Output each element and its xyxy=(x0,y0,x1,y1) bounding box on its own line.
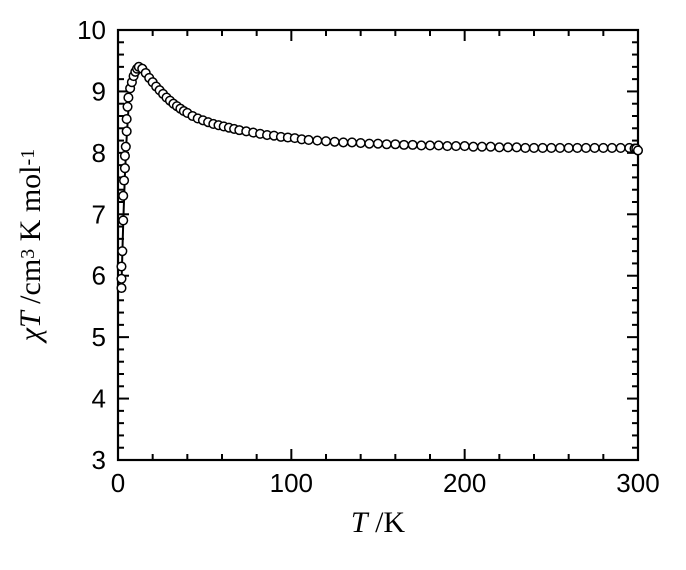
data-point xyxy=(460,142,469,151)
x-tick-label: 300 xyxy=(616,468,659,498)
data-point xyxy=(118,247,127,256)
data-point xyxy=(391,140,400,149)
data-point xyxy=(616,144,625,153)
data-point xyxy=(123,102,132,111)
data-point xyxy=(124,93,133,102)
data-point xyxy=(582,144,591,153)
data-point xyxy=(452,142,461,151)
x-tick-label: 200 xyxy=(443,468,486,498)
data-point xyxy=(417,141,426,150)
y-tick-label: 9 xyxy=(92,76,106,106)
data-point xyxy=(382,140,391,149)
x-tick-label: 0 xyxy=(111,468,125,498)
data-point xyxy=(521,144,530,153)
data-point xyxy=(117,274,126,283)
data-point xyxy=(512,143,521,152)
y-axis-label: χT /cm3 K mol-1 xyxy=(14,149,47,344)
data-point xyxy=(538,144,547,153)
y-tick-label: 10 xyxy=(77,15,106,45)
data-point xyxy=(634,146,643,155)
data-point xyxy=(469,142,478,151)
data-point xyxy=(443,142,452,151)
data-point xyxy=(348,138,357,147)
data-point xyxy=(374,139,383,148)
y-tick-label: 4 xyxy=(92,384,106,414)
data-point xyxy=(122,142,131,151)
data-point xyxy=(313,136,322,145)
data-point xyxy=(530,144,539,153)
data-point xyxy=(339,138,348,147)
y-tick-label: 7 xyxy=(92,199,106,229)
data-point xyxy=(330,138,339,147)
data-point xyxy=(117,262,126,271)
y-tick-label: 6 xyxy=(92,261,106,291)
data-point xyxy=(599,144,608,153)
data-point xyxy=(117,284,126,293)
y-tick-label: 8 xyxy=(92,138,106,168)
data-point xyxy=(426,141,435,150)
data-point xyxy=(547,144,556,153)
data-point xyxy=(365,139,374,148)
y-tick-label: 5 xyxy=(92,322,106,352)
data-point xyxy=(304,136,313,145)
data-point xyxy=(590,144,599,153)
data-point xyxy=(120,176,129,185)
chart-container: 0 100 200 300 3 4 5 6 7 8 9 10 T /K χT /cm3 K mol-1 xyxy=(0,0,686,570)
data-point xyxy=(495,143,504,152)
data-point xyxy=(119,192,128,201)
data-point xyxy=(504,143,513,152)
x-tick-label: 100 xyxy=(270,468,313,498)
data-point xyxy=(122,127,131,136)
data-point xyxy=(556,144,565,153)
data-point xyxy=(408,141,417,150)
chart-svg: 0 100 200 300 3 4 5 6 7 8 9 10 T /K χT /cm3 K mol-1 xyxy=(0,0,686,570)
x-axis-label: T /K xyxy=(351,506,406,539)
data-point xyxy=(573,144,582,153)
data-point xyxy=(322,137,331,146)
y-tick-label: 3 xyxy=(92,445,106,475)
data-point xyxy=(121,152,130,161)
data-point xyxy=(121,164,130,173)
data-point xyxy=(564,144,573,153)
data-point xyxy=(608,144,617,153)
data-point xyxy=(356,139,365,148)
data-point xyxy=(478,142,487,151)
data-point xyxy=(434,141,443,150)
data-point xyxy=(122,115,131,124)
data-point xyxy=(486,142,495,151)
data-point xyxy=(400,141,409,150)
data-point xyxy=(119,216,128,225)
